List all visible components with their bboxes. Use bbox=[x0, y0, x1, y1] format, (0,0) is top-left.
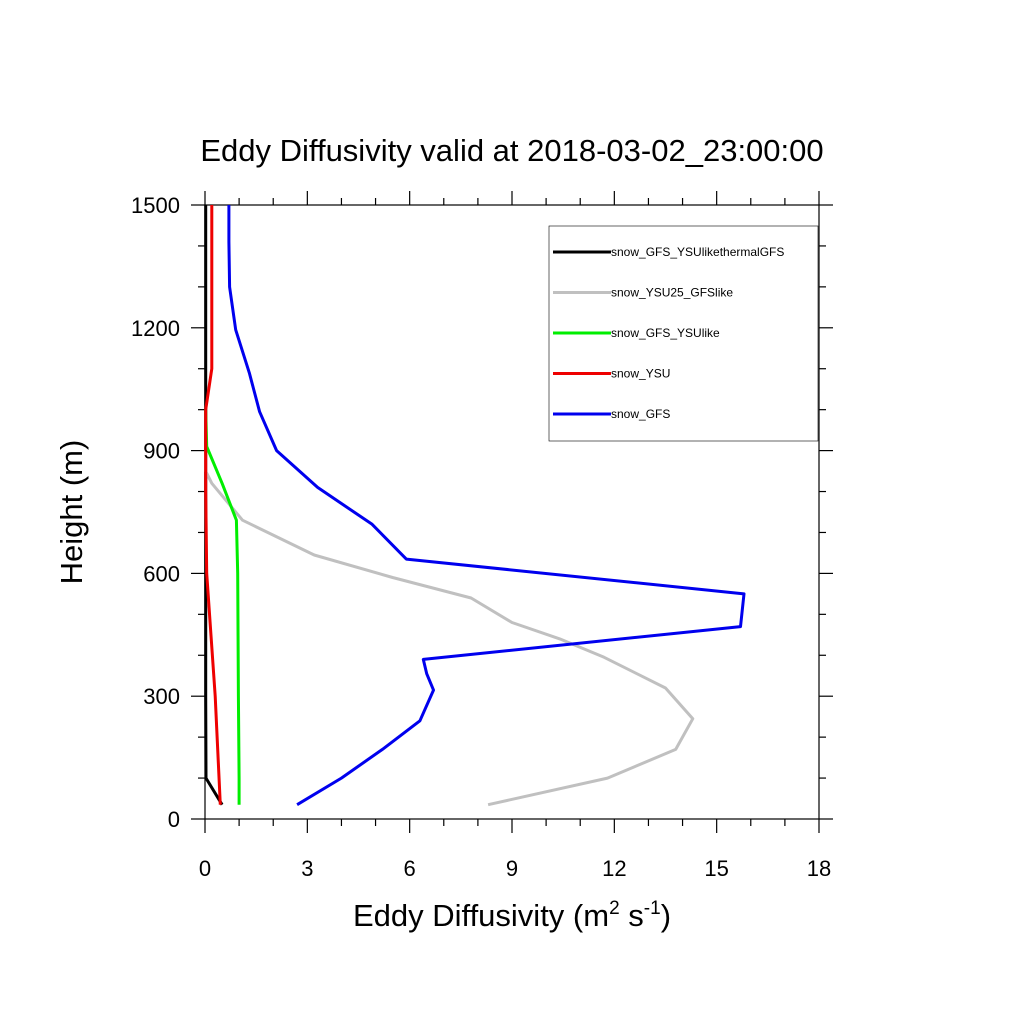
y-tick-label: 1500 bbox=[131, 193, 180, 218]
legend-label: snow_GFS_YSUlikethermalGFS bbox=[611, 245, 784, 259]
y-tick-label: 1200 bbox=[131, 316, 180, 341]
x-tick-label: 6 bbox=[404, 856, 416, 881]
series-line-snow_GFS bbox=[227, 205, 746, 806]
legend-label: snow_YSU25_GFSlike bbox=[611, 286, 733, 300]
chart-title: Eddy Diffusivity valid at 2018-03-02_23:… bbox=[200, 133, 823, 168]
x-axis-label-mid: s bbox=[620, 898, 644, 933]
x-tick-label: 18 bbox=[807, 856, 831, 881]
series-line-snow_GFS_YSUlikethermalGFS bbox=[204, 205, 224, 806]
x-tick-label: 3 bbox=[301, 856, 313, 881]
y-tick-label: 600 bbox=[143, 561, 180, 586]
legend-label: snow_GFS bbox=[611, 407, 670, 421]
series-line-snow_YSU bbox=[204, 205, 222, 805]
y-axis-label: Height (m) bbox=[54, 440, 89, 585]
series-line-snow_YSU25_GFSlike bbox=[204, 450, 695, 807]
x-axis-label-base: Eddy Diffusivity (m bbox=[353, 898, 609, 933]
x-axis-label-sup1: 2 bbox=[609, 898, 620, 919]
x-tick-label: 12 bbox=[602, 856, 626, 881]
x-tick-label: 9 bbox=[506, 856, 518, 881]
y-tick-label: 0 bbox=[168, 807, 180, 832]
x-tick-label: 0 bbox=[199, 856, 211, 881]
legend-label: snow_YSU bbox=[611, 367, 670, 381]
y-tick-label: 300 bbox=[143, 684, 180, 709]
plot-area: 0 3 6 9 12 15 18 0 300 600 900 1200 1500 bbox=[131, 191, 833, 881]
x-axis-label-sup2: -1 bbox=[644, 898, 661, 919]
x-axis-label: Eddy Diffusivity (m2 s-1) bbox=[353, 898, 671, 933]
x-axis-label-end: ) bbox=[661, 898, 671, 933]
x-tick-label: 15 bbox=[704, 856, 728, 881]
series-line-snow_GFS_YSUlike bbox=[204, 409, 241, 805]
y-tick-label: 900 bbox=[143, 439, 180, 464]
legend: snow_GFS_YSUlikethermalGFS snow_YSU25_GFS… bbox=[548, 225, 819, 442]
legend-label: snow_GFS_YSUlike bbox=[611, 326, 720, 340]
